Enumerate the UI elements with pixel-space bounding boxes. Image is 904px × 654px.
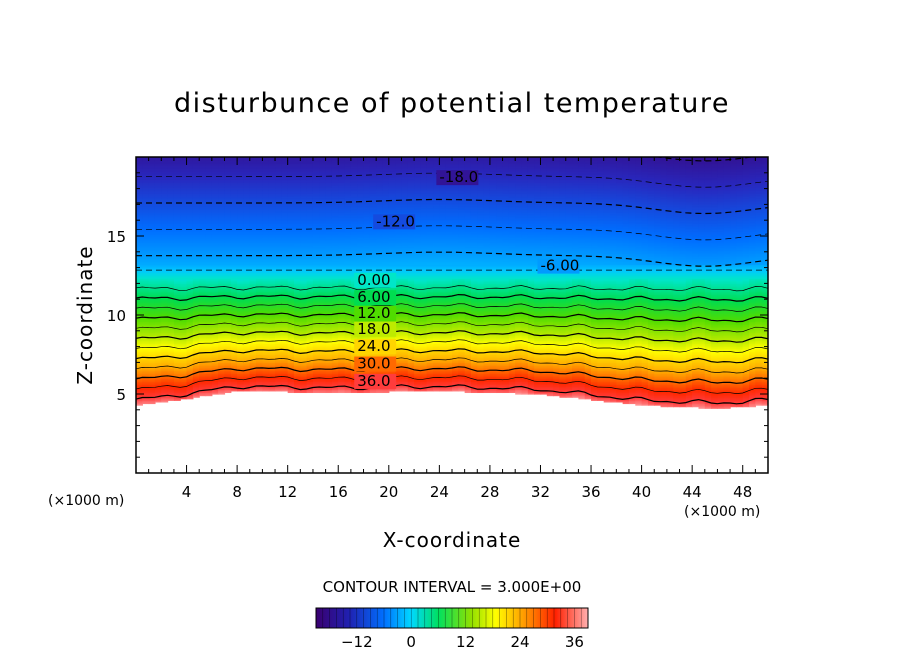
z-tick-label: 15 bbox=[107, 228, 126, 246]
z-tick-label: 10 bbox=[107, 307, 126, 325]
x-origin-unit-label: (×1000 m) bbox=[48, 493, 124, 509]
z-axis-ticks: 5 10 15 bbox=[107, 156, 768, 474]
contour-label: 0.00 bbox=[357, 271, 390, 289]
colorbar-ticks: −12 0 12 24 36 bbox=[341, 633, 584, 651]
contour-label-bg bbox=[354, 306, 397, 321]
contour-label: -6.00 bbox=[540, 257, 579, 275]
contour-line bbox=[136, 251, 768, 267]
contour-line bbox=[136, 293, 768, 302]
contour-lines bbox=[136, 157, 768, 405]
colorbar-tick-label: 36 bbox=[565, 633, 584, 651]
contour-line bbox=[136, 225, 768, 241]
z-tick-label: 5 bbox=[116, 386, 126, 404]
contour-line bbox=[136, 384, 768, 405]
contour-label: -18.0 bbox=[439, 168, 478, 186]
x-axis-ticks: 4 8 12 16 20 24 28 32 36 40 44 48 bbox=[135, 157, 769, 501]
colorbar-tick-label: 12 bbox=[456, 633, 475, 651]
contour-line bbox=[136, 198, 768, 215]
x-tick-label: 44 bbox=[683, 483, 702, 501]
colorbar-dividers bbox=[315, 608, 589, 628]
contour-label-bg bbox=[354, 373, 397, 389]
contour-line bbox=[136, 321, 768, 333]
contour-label: 36.0 bbox=[357, 372, 390, 390]
x-axis-label: X-coordinate bbox=[383, 528, 522, 552]
contour-label-bg bbox=[354, 356, 397, 372]
x-tick-label: 20 bbox=[379, 483, 398, 501]
colorbar-tick-label: 24 bbox=[510, 633, 529, 651]
colorbar-tick-label: 0 bbox=[406, 633, 416, 651]
chart-title: disturbunce of potential temperature bbox=[174, 88, 730, 119]
contour-line bbox=[136, 375, 768, 394]
contour-label: 6.00 bbox=[357, 288, 390, 306]
x-tick-label: 32 bbox=[531, 483, 550, 501]
contour-label-bg bbox=[354, 339, 397, 355]
x-tick-label: 24 bbox=[430, 483, 449, 501]
contour-label-bg bbox=[373, 214, 416, 230]
contour-line bbox=[136, 330, 768, 343]
contour-label-bg bbox=[354, 290, 397, 306]
contour-line bbox=[136, 339, 768, 353]
contour-label-bg bbox=[354, 321, 397, 337]
x-tick-label: 4 bbox=[182, 483, 192, 501]
x-tick-label: 28 bbox=[480, 483, 499, 501]
colorbar-tick-label: −12 bbox=[341, 633, 373, 651]
contour-label: 12.0 bbox=[357, 304, 390, 322]
contour-label-bg bbox=[537, 258, 580, 274]
contour-label: 30.0 bbox=[357, 355, 390, 373]
contour-label: 18.0 bbox=[357, 320, 390, 338]
x-tick-label: 12 bbox=[278, 483, 297, 501]
x-tick-label: 8 bbox=[232, 483, 242, 501]
x-tick-label: 16 bbox=[329, 483, 348, 501]
contour-line bbox=[136, 348, 768, 364]
colorbar: −12 0 12 24 36 bbox=[315, 607, 589, 651]
contour-interval-label: CONTOUR INTERVAL = 3.000E+00 bbox=[323, 578, 582, 596]
contour-line bbox=[136, 285, 768, 292]
contour-label-bg bbox=[436, 170, 479, 186]
contour-label: -12.0 bbox=[376, 212, 415, 230]
colorbar-frame bbox=[315, 607, 589, 629]
contour-line bbox=[136, 357, 768, 374]
z-axis-label: Z-coordinate bbox=[73, 245, 97, 384]
contour-line bbox=[136, 172, 768, 188]
contour-label: 24.0 bbox=[357, 337, 390, 355]
contour-field bbox=[136, 157, 768, 409]
x-tick-label: 48 bbox=[733, 483, 752, 501]
x-tick-label: 36 bbox=[581, 483, 600, 501]
x-tick-label: 40 bbox=[632, 483, 651, 501]
contour-labels: -18.0 -12.0 -6.00 0.006.0012.018.024.030.03… bbox=[354, 168, 580, 390]
contour-line bbox=[136, 312, 768, 323]
contour-line bbox=[136, 366, 768, 384]
x-unit-label: (×1000 m) bbox=[684, 504, 760, 520]
contour-label-bg bbox=[354, 272, 397, 288]
contour-line bbox=[136, 303, 768, 312]
